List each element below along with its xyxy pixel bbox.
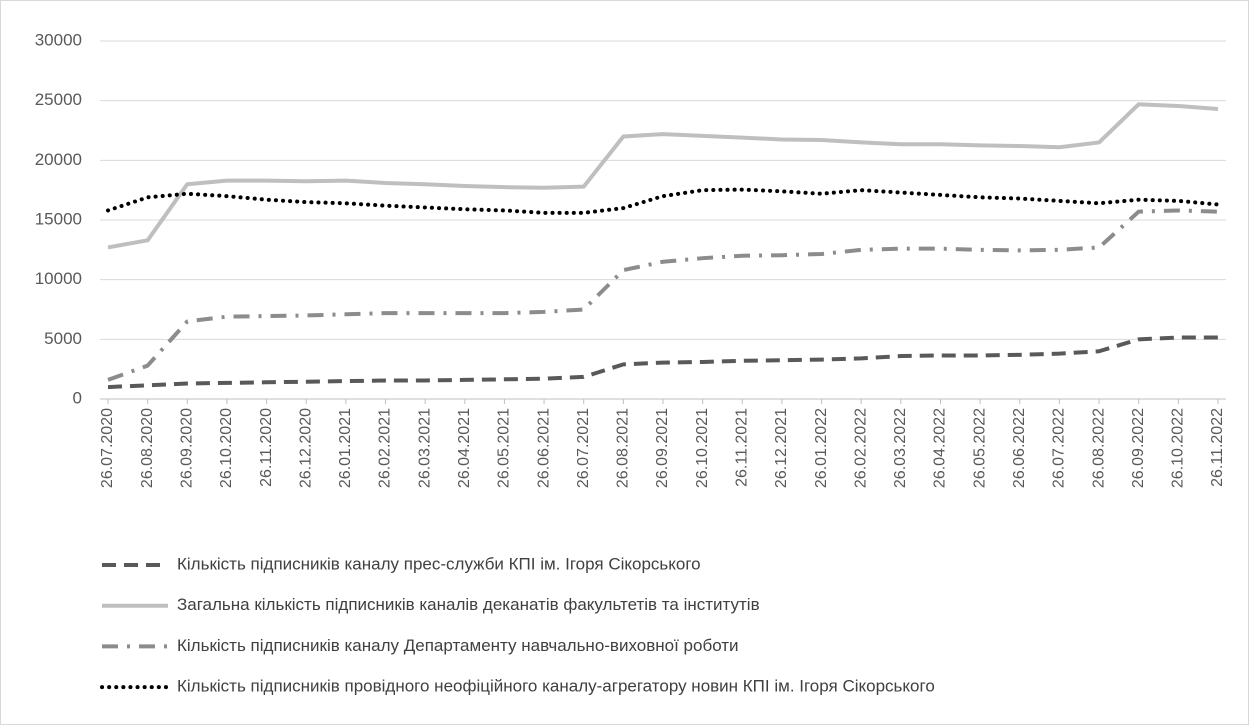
x-tick-label: 26.09.2021	[654, 408, 671, 488]
x-tick-label: 26.12.2021	[773, 408, 790, 488]
legend-label: Кількість підписників каналу Департамент…	[177, 636, 739, 655]
y-tick-label: 30000	[35, 30, 82, 49]
series-line	[107, 208, 1219, 382]
x-tick-label: 26.06.2021	[535, 408, 552, 488]
x-tick-label: 26.11.2021	[734, 408, 751, 487]
x-tick-label: 26.12.2020	[297, 408, 314, 488]
x-tick-label: 26.02.2021	[377, 408, 394, 488]
x-tick-label: 26.03.2022	[892, 408, 909, 488]
x-tick-label: 26.04.2022	[932, 408, 949, 488]
y-tick-label: 5000	[44, 329, 82, 348]
y-tick-label: 0	[73, 388, 82, 407]
x-tick-label: 26.07.2022	[1051, 408, 1068, 488]
series-line	[106, 187, 1220, 215]
x-tick-label: 26.11.2022	[1209, 408, 1226, 487]
x-tick-label: 26.04.2021	[456, 408, 473, 488]
x-tick-label: 26.10.2022	[1170, 408, 1187, 488]
x-tick-label: 26.09.2020	[179, 408, 196, 488]
series-line	[107, 335, 1218, 390]
x-tick-label: 26.01.2021	[337, 408, 354, 488]
x-tick-label: 26.03.2021	[416, 408, 433, 488]
x-tick-label: 26.07.2020	[99, 408, 116, 488]
x-tick-label: 26.07.2021	[575, 408, 592, 488]
x-tick-label: 26.11.2020	[258, 408, 275, 487]
x-tick-label: 26.06.2022	[1011, 408, 1028, 488]
x-tick-label: 26.09.2022	[1130, 408, 1147, 488]
x-tick-label: 26.10.2020	[218, 408, 235, 488]
series-line	[107, 102, 1219, 250]
x-tick-label: 26.10.2021	[694, 408, 711, 488]
legend-label: Кількість підписників провідного неофіці…	[177, 677, 935, 696]
x-tick-label: 26.05.2021	[496, 408, 513, 488]
x-tick-label: 26.08.2020	[139, 408, 156, 488]
y-tick-label: 10000	[35, 269, 82, 288]
y-tick-label: 15000	[35, 209, 82, 228]
legend-label: Кількість підписників каналу прес-служби…	[177, 554, 701, 573]
x-tick-label: 26.02.2022	[852, 408, 869, 488]
x-tick-label: 26.08.2022	[1090, 408, 1107, 488]
x-tick-label: 26.05.2022	[971, 408, 988, 488]
y-tick-label: 25000	[35, 90, 82, 109]
y-tick-label: 20000	[35, 150, 82, 169]
legend-label: Загальна кількість підписників каналів д…	[177, 595, 760, 614]
x-tick-label: 26.08.2021	[615, 408, 632, 488]
x-tick-label: 26.01.2022	[813, 408, 830, 488]
